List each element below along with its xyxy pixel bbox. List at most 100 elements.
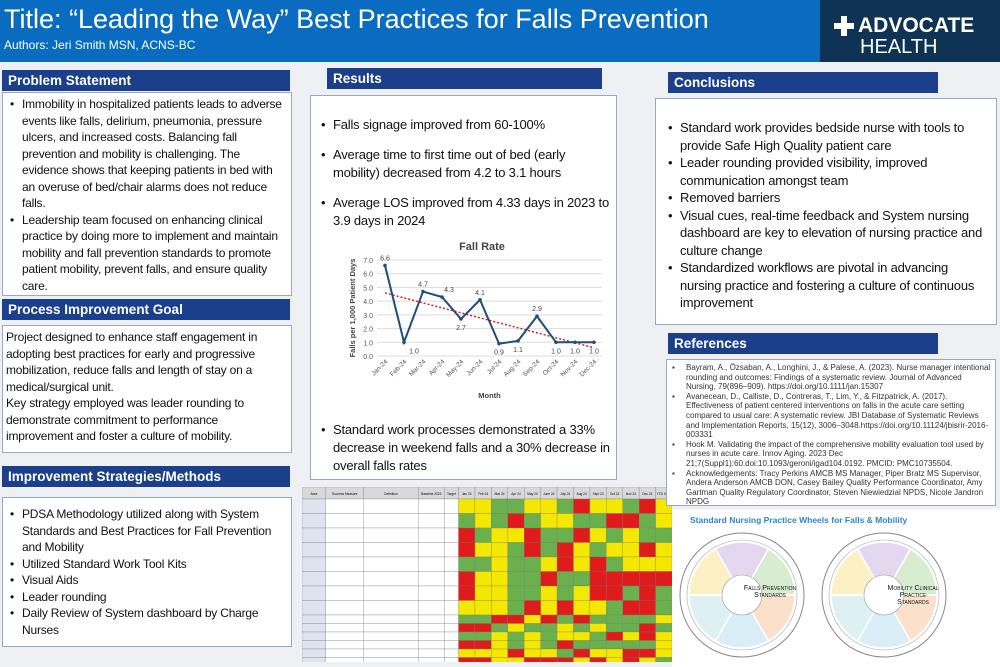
wheels-caption: Standard Nursing Practice Wheels for Fal… (690, 515, 908, 525)
table-cell (491, 657, 508, 662)
methods-item: Leader rounding (6, 589, 288, 606)
table-cell (474, 571, 492, 587)
table-cell (418, 657, 445, 662)
table-cell (363, 513, 419, 529)
y-axis-label: Falls per 1,000 Patient Days (348, 259, 357, 358)
table-cell (302, 631, 326, 641)
table-cell (540, 513, 558, 529)
table-cell (474, 623, 492, 633)
table-cell (540, 571, 558, 587)
table-cell (418, 498, 445, 514)
data-point (440, 295, 444, 299)
table-cell (540, 600, 558, 616)
data-label: 1.0 (570, 348, 580, 355)
table-cell (556, 498, 574, 514)
x-tick-label: Dec-24 (579, 358, 599, 378)
table-cell (655, 631, 672, 641)
table-header-label: July 24 (560, 492, 570, 496)
table-cell (491, 648, 508, 658)
table-cell (363, 623, 419, 633)
table-cell (524, 498, 541, 514)
table-cell (540, 648, 558, 658)
table-cell (606, 513, 623, 529)
table-cell (606, 614, 623, 624)
methods-heading: Improvement Strategies/Methods (2, 466, 290, 487)
practice-wheels (679, 532, 947, 658)
table-cell (363, 498, 419, 514)
table-cell (655, 527, 672, 543)
table-cell (622, 640, 640, 650)
table-cell (540, 640, 558, 650)
methods-box: PDSA Methodology utilized along with Sys… (2, 497, 292, 647)
table-cell (325, 513, 364, 529)
table-cell (507, 623, 525, 633)
table-cell (363, 640, 419, 650)
table-cell (573, 542, 591, 558)
table-cell (302, 513, 326, 529)
table-cell (540, 657, 558, 662)
table-cell (573, 640, 591, 650)
table-cell (573, 571, 591, 587)
x-tick-label: Jul-24 (486, 358, 504, 376)
table-cell (606, 631, 623, 641)
y-tick-label: 6.0 (363, 272, 373, 279)
table-header-label: Baseline 2023 (421, 492, 441, 496)
x-tick-label: Oct-24 (542, 358, 561, 377)
goal-text: Key strategy employed was leader roundin… (6, 396, 245, 443)
table-cell (540, 527, 558, 543)
table-cell (573, 623, 591, 633)
table-header-label: Area (310, 492, 317, 496)
table-cell (458, 648, 476, 658)
y-tick-label: 5.0 (363, 285, 373, 292)
data-label: 1.0 (551, 348, 561, 355)
advocate-health-logo: ADVOCATE HEALTH (820, 0, 1000, 62)
table-cell (302, 657, 326, 662)
table-cell (589, 527, 607, 543)
table-cell (458, 571, 476, 587)
x-tick-label: Sep-24 (522, 358, 542, 378)
table-cell (556, 600, 574, 616)
table-cell (458, 585, 476, 601)
table-cell (655, 657, 672, 662)
table-cell (655, 648, 672, 658)
x-tick-label: Feb-24 (389, 358, 409, 378)
data-point (459, 317, 463, 321)
table-cell (474, 614, 492, 624)
table-cell (491, 631, 508, 641)
data-point (573, 340, 577, 345)
y-tick-label: 4.0 (363, 299, 373, 306)
table-cell (589, 600, 607, 616)
table-cell (639, 648, 656, 658)
table-cell (491, 556, 508, 572)
problem-heading: Problem Statement (2, 70, 290, 91)
table-cell (589, 614, 607, 624)
table-cell (418, 623, 445, 633)
wheel1-label: Falls Prevention Standards (743, 585, 797, 599)
table-cell (606, 648, 623, 658)
table-cell (444, 657, 459, 662)
table-header-label: Apr 24 (511, 492, 521, 496)
table-cell (573, 657, 591, 662)
table-cell (325, 585, 364, 601)
conclusions-item: Standardized workflows are pivotal in ad… (664, 259, 988, 312)
table-cell (325, 527, 364, 543)
table-cell (589, 542, 607, 558)
table-cell (474, 513, 492, 529)
table-cell (556, 623, 574, 633)
table-cell (302, 648, 326, 658)
table-cell (363, 556, 419, 572)
y-tick-label: 3.0 (363, 313, 373, 320)
table-cell (507, 648, 525, 658)
data-label: 4.1 (475, 290, 485, 297)
reference-item: Hook M. Validating the impact of the com… (672, 440, 991, 469)
table-cell (507, 631, 525, 641)
table-cell (622, 527, 640, 543)
table-header-label: Dec 24 (642, 492, 652, 496)
table-cell (444, 585, 459, 601)
table-cell (655, 614, 672, 624)
table-cell (606, 585, 623, 601)
reference-item: Bayram, A., Özsaban, A., Longhini, J., &… (672, 363, 991, 392)
table-header-label: Jan 24 (462, 492, 472, 496)
conclusions-heading: Conclusions (668, 72, 938, 93)
table-cell (302, 640, 326, 650)
